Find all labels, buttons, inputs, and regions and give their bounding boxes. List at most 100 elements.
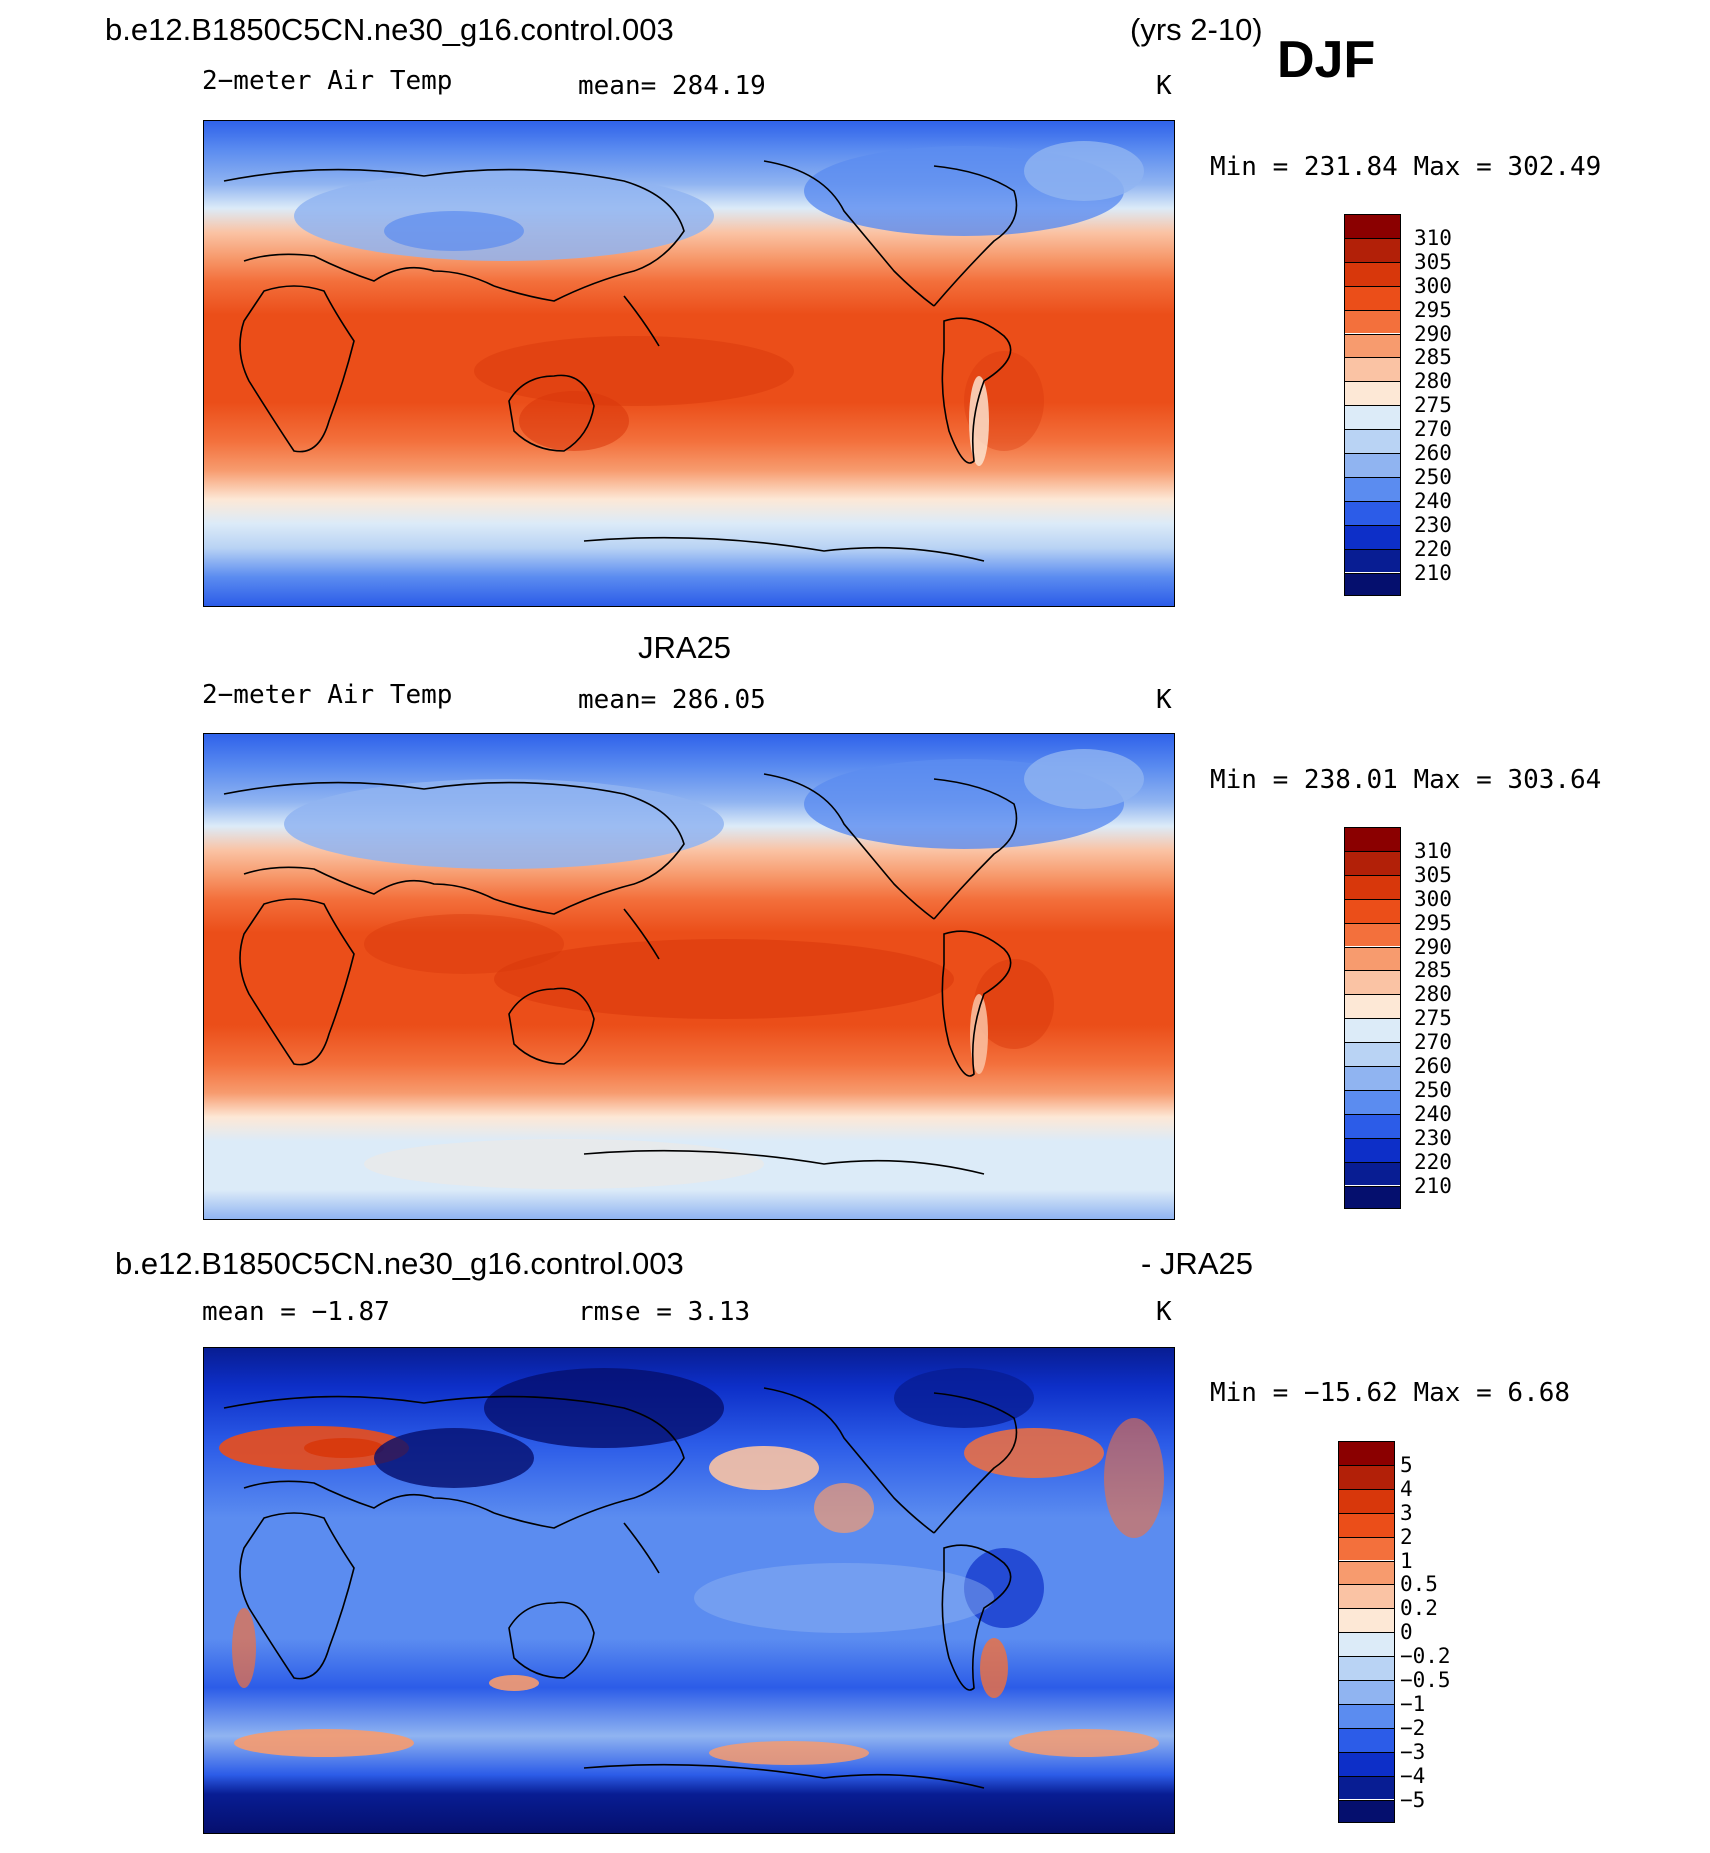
- colorbar-label: 290: [1414, 934, 1452, 959]
- colorbar-swatch: [1344, 524, 1401, 549]
- colorbar-label: 305: [1414, 862, 1452, 887]
- panel3-title-right: - JRA25: [1141, 1246, 1253, 1281]
- panel3-units: K: [1156, 1297, 1172, 1327]
- panel2-variable: 2−meter Air Temp: [202, 680, 453, 710]
- colorbar-label: 210: [1414, 560, 1452, 585]
- panel1-variable: 2−meter Air Temp: [202, 66, 453, 96]
- colorbar-swatch: [1338, 1751, 1395, 1776]
- colorbar-swatch: [1344, 1066, 1401, 1090]
- colorbar-swatch: [1344, 357, 1401, 382]
- colorbar-swatch: [1338, 1680, 1395, 1704]
- colorbar-swatch: [1344, 476, 1401, 501]
- colorbar-label: −5: [1400, 1787, 1426, 1812]
- colorbar-label: 275: [1414, 393, 1452, 418]
- colorbar-swatch: [1338, 1584, 1395, 1609]
- colorbar-label: 240: [1414, 488, 1452, 513]
- colorbar-swatch: [1344, 237, 1401, 262]
- colorbar-label: 0.2: [1400, 1596, 1438, 1621]
- colorbar-label: 305: [1414, 249, 1452, 274]
- panel3-rmse: rmse = 3.13: [578, 1297, 751, 1327]
- panel2-temperature-field: [204, 734, 1174, 1219]
- panel1-mean: mean= 284.19: [578, 71, 766, 101]
- colorbar-swatch: [1338, 1536, 1395, 1561]
- colorbar-swatch: [1344, 381, 1401, 406]
- panel2-units: K: [1156, 685, 1172, 715]
- colorbar-label: 310: [1414, 225, 1452, 250]
- colorbar-label: −0.2: [1400, 1644, 1451, 1669]
- panel3-minmax: Min = −15.62 Max = 6.68: [1210, 1378, 1571, 1408]
- colorbar-swatch: [1344, 500, 1401, 525]
- colorbar-label: 270: [1414, 1030, 1452, 1055]
- colorbar-label: 295: [1414, 910, 1452, 935]
- colorbar-swatch: [1338, 1441, 1395, 1465]
- colorbar-swatch: [1344, 309, 1401, 334]
- panel1-map: [203, 120, 1175, 607]
- season-label: DJF: [1277, 31, 1376, 89]
- colorbar-swatch: [1338, 1703, 1395, 1728]
- colorbar-label: 2: [1400, 1524, 1413, 1549]
- colorbar-swatch: [1338, 1656, 1395, 1680]
- colorbar-label: 300: [1414, 273, 1452, 298]
- colorbar-swatch: [1344, 1185, 1401, 1210]
- colorbar-swatch: [1338, 1727, 1395, 1752]
- colorbar-label: 1: [1400, 1548, 1413, 1573]
- colorbar-swatch: [1344, 827, 1401, 851]
- colorbar-label: 260: [1414, 1054, 1452, 1078]
- case-title: b.e12.B1850C5CN.ne30_g16.control.003: [105, 12, 674, 47]
- colorbar-swatch: [1344, 970, 1401, 995]
- colorbar-label: 300: [1414, 886, 1452, 911]
- colorbar-label: 280: [1414, 982, 1452, 1007]
- colorbar-label: 230: [1414, 1125, 1452, 1150]
- colorbar-swatch: [1338, 1608, 1395, 1633]
- colorbar-swatch: [1344, 1161, 1401, 1186]
- colorbar-swatch: [1338, 1775, 1395, 1800]
- colorbar-label: 5: [1400, 1452, 1413, 1477]
- colorbar-swatch: [1344, 572, 1401, 597]
- colorbar-label: 230: [1414, 512, 1452, 537]
- colorbar-label: 250: [1414, 1077, 1452, 1102]
- colorbar-swatch: [1338, 1560, 1395, 1585]
- colorbar-swatch: [1338, 1799, 1395, 1824]
- colorbar-label: 0.5: [1400, 1572, 1438, 1597]
- colorbar-label: 220: [1414, 1149, 1452, 1174]
- colorbar-label: 270: [1414, 417, 1452, 442]
- colorbar-swatch: [1344, 285, 1401, 310]
- colorbar-swatch: [1344, 261, 1401, 286]
- colorbar-swatch: [1344, 850, 1401, 875]
- colorbar-label: 310: [1414, 838, 1452, 863]
- colorbar-label: 295: [1414, 297, 1452, 322]
- panel1-minmax: Min = 231.84 Max = 302.49: [1210, 152, 1602, 182]
- colorbar-swatch: [1344, 214, 1401, 238]
- colorbar-swatch: [1344, 453, 1401, 477]
- panel3-mean: mean = −1.87: [202, 1297, 390, 1327]
- panel2-title: JRA25: [638, 630, 732, 665]
- colorbar-label: 0: [1400, 1620, 1413, 1645]
- colorbar-label: 3: [1400, 1500, 1413, 1525]
- years-label: (yrs 2-10): [1130, 12, 1263, 47]
- colorbar-swatch: [1344, 1113, 1401, 1138]
- colorbar-label: −3: [1400, 1739, 1426, 1764]
- colorbar-swatch: [1344, 548, 1401, 573]
- colorbar-swatch: [1344, 874, 1401, 899]
- colorbar-swatch: [1344, 898, 1401, 923]
- colorbar-swatch: [1344, 1089, 1401, 1114]
- colorbar-label: 280: [1414, 369, 1452, 394]
- panel2-mean: mean= 286.05: [578, 685, 766, 715]
- colorbar-label: −2: [1400, 1715, 1426, 1740]
- colorbar-label: 285: [1414, 345, 1452, 370]
- panel3-title-left: b.e12.B1850C5CN.ne30_g16.control.003: [115, 1246, 684, 1281]
- colorbar-swatch: [1344, 333, 1401, 358]
- panel1-units: K: [1156, 71, 1172, 101]
- colorbar-label: 220: [1414, 536, 1452, 561]
- colorbar-label: 260: [1414, 441, 1452, 465]
- colorbar-label: −1: [1400, 1691, 1426, 1716]
- colorbar-swatch: [1338, 1632, 1395, 1657]
- panel3-difference-field: [204, 1348, 1174, 1833]
- colorbar-swatch: [1344, 429, 1401, 453]
- colorbar-label: 290: [1414, 321, 1452, 346]
- colorbar-label: −0.5: [1400, 1668, 1451, 1692]
- colorbar-label: −4: [1400, 1763, 1426, 1788]
- colorbar-swatch: [1344, 1042, 1401, 1066]
- colorbar-label: 4: [1400, 1476, 1413, 1501]
- colorbar-swatch: [1338, 1464, 1395, 1489]
